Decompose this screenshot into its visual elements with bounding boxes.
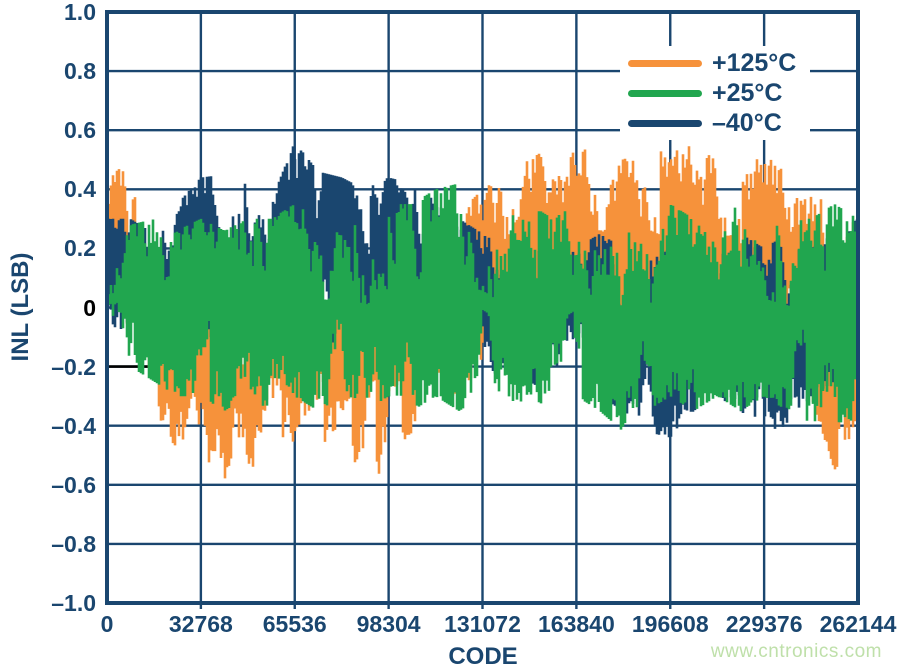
y-tick-label: 0.8	[64, 58, 96, 85]
x-tick-label: 163840	[538, 611, 615, 637]
legend-swatch-plus25c-icon	[628, 89, 702, 97]
legend-row-minus40c: –40°C	[620, 108, 810, 137]
x-tick-label: 229376	[725, 611, 803, 637]
y-tick-label: 0.2	[64, 235, 96, 262]
y-tick-label: 0	[83, 294, 96, 321]
x-tick-label: 196608	[631, 611, 709, 637]
x-axis-title: CODE	[448, 643, 518, 670]
x-tick-label: 131072	[444, 611, 521, 637]
y-tick-label: –1.0	[51, 590, 96, 616]
legend-row-plus25c: +25°C	[620, 78, 810, 107]
legend-label-minus40c: –40°C	[712, 108, 782, 137]
watermark: www.cntronics.com	[710, 641, 882, 662]
legend-swatch-plus125c-icon	[628, 59, 702, 67]
y-tick-label: 0.6	[64, 117, 96, 144]
y-tick-label: –0.4	[51, 412, 96, 439]
x-tick-label: 0	[100, 611, 114, 637]
legend-row-plus125c: +125°C	[620, 48, 810, 77]
plot-border	[105, 10, 860, 605]
legend: +125°C +25°C –40°C	[620, 46, 810, 140]
y-tick-label: –0.2	[51, 353, 96, 380]
legend-label-plus125c: +125°C	[712, 48, 797, 77]
x-tick-label: 98304	[356, 611, 421, 637]
y-tick-label: 1.0	[64, 0, 96, 25]
y-tick-label: 0.4	[64, 176, 96, 203]
legend-label-plus25c: +25°C	[712, 78, 783, 107]
y-tick-label: –0.8	[51, 530, 96, 557]
legend-swatch-minus40c-icon	[628, 119, 702, 127]
x-tick-label: 262144	[819, 611, 897, 637]
y-tick-label: –0.6	[51, 471, 96, 498]
x-tick-label: 32768	[168, 611, 233, 637]
x-tick-label: 65536	[262, 611, 327, 637]
